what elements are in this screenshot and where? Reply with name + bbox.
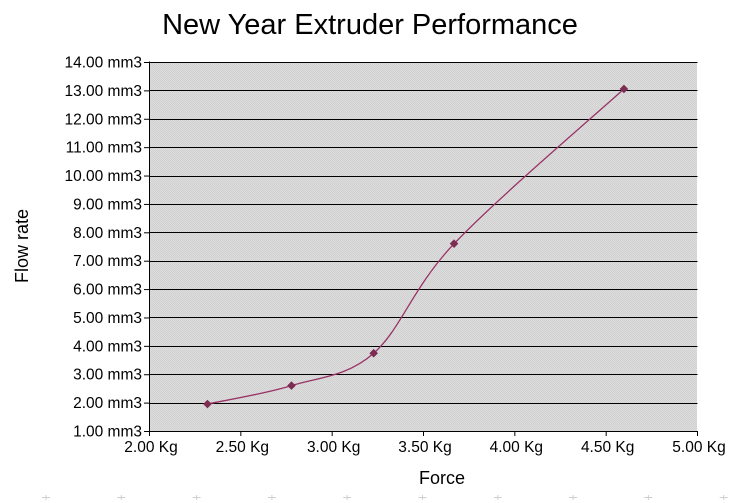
y-tick-label: 9.00 mm3	[73, 196, 142, 213]
page-break-mark	[267, 495, 276, 500]
y-tick-label: 2.00 mm3	[73, 395, 142, 412]
y-axis-title: Flow rate	[12, 209, 32, 283]
plot-area	[149, 62, 697, 431]
page-break-mark	[719, 495, 728, 500]
page-break-mark	[42, 495, 50, 500]
y-tick-label: 6.00 mm3	[73, 282, 142, 299]
y-axis-ticks: 1.00 mm3 2.00 mm3 3.00 mm3 4.00 mm3 5.00 mm3…	[64, 55, 149, 441]
x-tick-label: 4.50 Kg	[581, 439, 634, 456]
page-break-marks	[42, 495, 728, 500]
page-break-mark	[493, 495, 502, 500]
page-break-mark	[192, 495, 201, 500]
y-tick-label: 4.00 mm3	[73, 338, 142, 355]
y-tick-label: 14.00 mm3	[64, 55, 142, 72]
x-tick-label: 3.50 Kg	[398, 439, 451, 456]
x-tick-label: 4.00 Kg	[490, 439, 543, 456]
page-break-mark	[343, 495, 352, 500]
series-line	[207, 88, 625, 405]
y-tick-label: 7.00 mm3	[73, 253, 142, 270]
data-point-marker	[203, 399, 212, 409]
page-break-mark	[569, 495, 578, 500]
y-tick-label: 1.00 mm3	[73, 424, 142, 441]
chart-title: New Year Extruder Performance	[162, 9, 578, 41]
x-tick-label: 2.00 Kg	[124, 439, 177, 456]
y-tick-label: 3.00 mm3	[73, 367, 142, 384]
x-axis-title: Force	[419, 468, 465, 488]
data-point-marker	[369, 348, 378, 358]
y-tick-label: 10.00 mm3	[64, 168, 142, 185]
data-series	[203, 84, 629, 409]
data-point-marker	[449, 239, 459, 248]
y-tick-label: 11.00 mm3	[66, 140, 142, 157]
page-break-mark	[644, 495, 653, 500]
y-tick-label: 12.00 mm3	[64, 111, 142, 128]
y-tick-label: 5.00 mm3	[73, 310, 142, 327]
x-tick-label: 5.00 Kg	[672, 439, 725, 456]
data-point-marker	[287, 381, 296, 390]
page-break-mark	[117, 495, 126, 500]
y-tick-label: 8.00 mm3	[73, 225, 142, 242]
x-tick-label: 2.50 Kg	[216, 439, 269, 456]
y-tick-label: 13.00 mm3	[64, 83, 142, 100]
page-break-mark	[418, 495, 427, 500]
x-tick-label: 3.00 Kg	[307, 439, 360, 456]
data-point-marker	[619, 84, 629, 94]
x-axis-ticks: 2.00 Kg 2.50 Kg 3.00 Kg 3.50 Kg 4.00 Kg 4.50 …	[124, 431, 726, 456]
